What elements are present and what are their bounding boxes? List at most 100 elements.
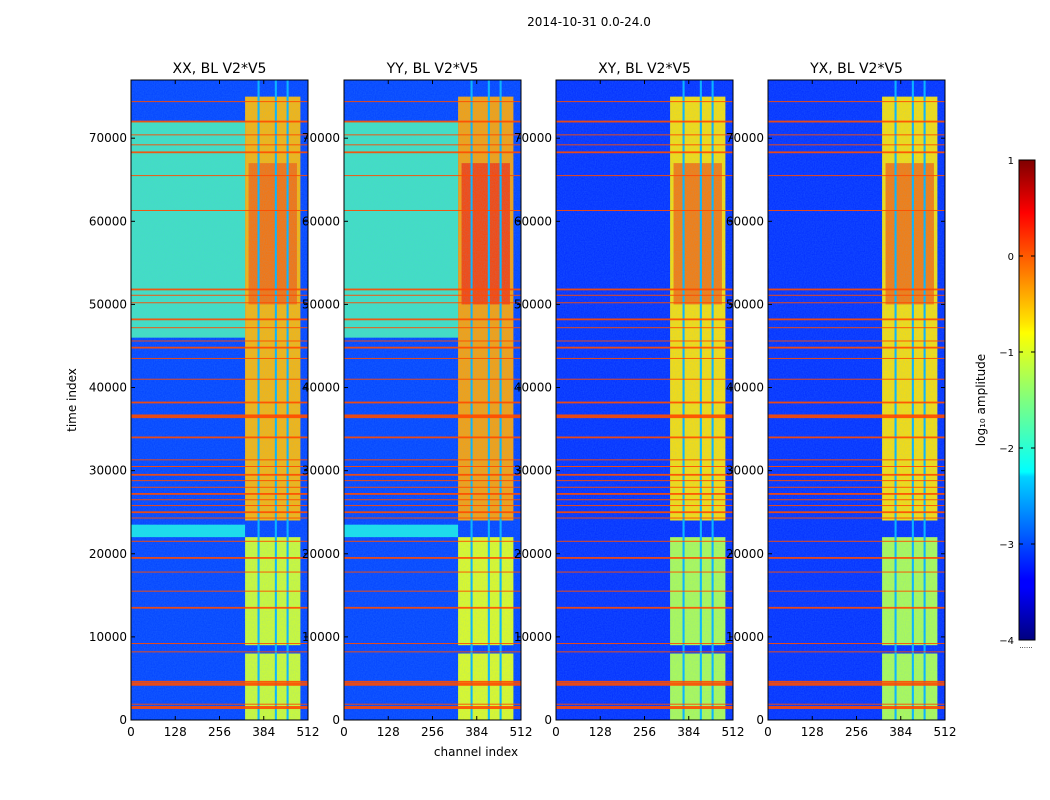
heatmap-noise: [768, 80, 945, 720]
heatmap-flagged-row: [556, 571, 733, 573]
heatmap-flagged-row: [344, 606, 521, 609]
heatmap-flagged-row: [131, 706, 308, 710]
x-tick-label: 256: [421, 725, 444, 739]
x-tick-label: 384: [677, 725, 700, 739]
heatmap-flagged-row: [556, 414, 733, 416]
heatmap-flagged-row: [768, 415, 945, 419]
heatmap-flagged-row: [768, 486, 945, 488]
heatmap-flagged-row: [768, 480, 945, 482]
heatmap-flagged-row: [556, 459, 733, 461]
heatmap-flagged-row: [768, 540, 945, 542]
heatmap-flagged-row: [556, 340, 733, 342]
heatmap-flagged-row: [344, 378, 521, 380]
heatmap-flagged-row: [131, 511, 308, 514]
heatmap-flagged-row: [344, 357, 521, 359]
heatmap-flagged-row: [768, 606, 945, 609]
heatmap-flagged-row: [768, 557, 945, 559]
heatmap-flagged-row: [768, 101, 945, 103]
panel-yy: YY, BL V2*V5 0 128 256 384 512 0 10000 20000 3000…: [302, 61, 533, 739]
heatmap-flagged-row: [768, 327, 945, 329]
y-tick-label: 70000: [726, 131, 764, 145]
heatmap-flagged-row: [344, 703, 521, 705]
heatmap-flagged-row: [768, 378, 945, 380]
heatmap-flagged-row: [344, 401, 521, 404]
heatmap-flagged-row: [131, 302, 308, 304]
y-tick-label: 50000: [726, 297, 764, 311]
heatmap-flagged-row: [344, 473, 521, 476]
heatmap-flagged-row: [556, 465, 733, 467]
heatmap-flagged-row: [131, 682, 308, 686]
heatmap-flagged-row: [131, 151, 308, 154]
heatmap-flagged-row: [131, 436, 308, 439]
heatmap-flagged-row: [768, 571, 945, 573]
heatmap-flagged-row: [556, 144, 733, 146]
heatmap-flagged-row: [344, 557, 521, 559]
heatmap-flagged-row: [768, 288, 945, 291]
heatmap-flagged-row: [344, 294, 521, 296]
heatmap-flagged-row: [131, 651, 308, 653]
y-tick-label: 10000: [514, 630, 552, 644]
heatmap-flagged-row: [344, 517, 521, 519]
heatmap-flagged-row: [768, 134, 945, 136]
heatmap-flagged-row: [768, 680, 945, 683]
heatmap-flagged-row: [768, 651, 945, 653]
heatmap-flagged-row: [556, 643, 733, 645]
heatmap-flagged-row: [131, 540, 308, 542]
x-tick-label: 0: [764, 725, 772, 739]
heatmap-flagged-row: [556, 682, 733, 686]
y-tick-label: 50000: [89, 297, 127, 311]
heatmap-flagged-row: [556, 101, 733, 103]
heatmap-flagged-row: [131, 505, 308, 507]
x-tick-label: 128: [377, 725, 400, 739]
heatmap-flagged-row: [556, 302, 733, 304]
y-tick-label: 10000: [726, 630, 764, 644]
y-tick-label: 0: [756, 713, 764, 727]
colorbar: log₁₀ amplitude ...... 1 0 −1 −2 −3 −4: [974, 156, 1036, 650]
heatmap-noise: [556, 80, 733, 720]
heatmap-flagged-row: [344, 480, 521, 482]
heatmap-flagged-row: [131, 144, 308, 146]
y-tick-label: 40000: [726, 381, 764, 395]
heatmap-flagged-row: [131, 680, 308, 683]
heatmap-flagged-row: [556, 493, 733, 495]
colorbar-tick-label: −4: [999, 636, 1014, 647]
colorbar-label: log₁₀ amplitude: [974, 354, 988, 446]
heatmap-noise: [344, 80, 521, 720]
heatmap-flagged-row: [131, 401, 308, 404]
heatmap-flagged-row: [131, 590, 308, 592]
x-tick-label: 512: [510, 725, 533, 739]
x-tick-label: 256: [633, 725, 656, 739]
heatmap-flagged-row: [556, 486, 733, 488]
heatmap-flagged-row: [344, 643, 521, 645]
heatmap-flagged-row: [344, 493, 521, 495]
heatmap-flagged-row: [131, 493, 308, 495]
x-tick-label: 0: [127, 725, 135, 739]
heatmap-flagged-row: [556, 294, 733, 296]
heatmap-flagged-row: [768, 590, 945, 592]
heatmap-flagged-row: [344, 318, 521, 321]
heatmap-noise: [131, 80, 308, 720]
x-tick-label: 512: [934, 725, 957, 739]
y-tick-label: 60000: [726, 214, 764, 228]
heatmap-flagged-row: [344, 459, 521, 461]
x-tick-label: 384: [889, 725, 912, 739]
heatmap-flagged-row: [131, 486, 308, 488]
heatmap-flagged-row: [344, 209, 521, 211]
heatmap-flagged-row: [768, 493, 945, 495]
heatmap-flagged-row: [131, 318, 308, 321]
heatmap-flagged-row: [131, 499, 308, 501]
heatmap-flagged-row: [556, 378, 733, 380]
y-axis-label: time index: [65, 368, 79, 432]
y-tick-label: 70000: [302, 131, 340, 145]
heatmap-flagged-row: [131, 357, 308, 359]
heatmap-flagged-row: [344, 486, 521, 488]
heatmap-flagged-row: [556, 401, 733, 404]
heatmap-flagged-row: [556, 346, 733, 349]
heatmap-flagged-row: [131, 703, 308, 705]
y-tick-label: 40000: [514, 381, 552, 395]
y-tick-label: 0: [119, 713, 127, 727]
x-tick-label: 128: [589, 725, 612, 739]
colorbar-gradient: [1018, 159, 1036, 641]
heatmap-flagged-row: [768, 151, 945, 154]
heatmap-flagged-row: [131, 327, 308, 329]
